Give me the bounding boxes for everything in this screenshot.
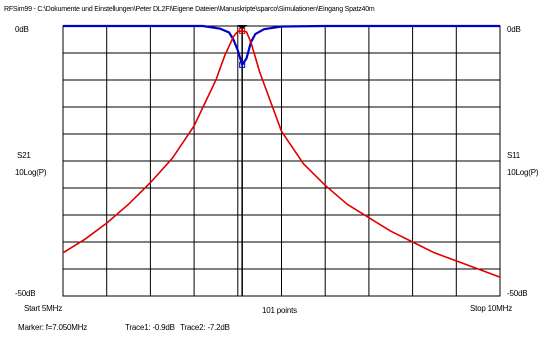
grid (63, 26, 500, 296)
window-title: RFSim99 - C:\Dokumente und Einstellungen… (4, 6, 375, 13)
trace-s21 (62, 30, 501, 278)
right-axis-name: S11 (507, 151, 521, 160)
right-axis-top-label: 0dB (507, 25, 521, 34)
traces (62, 24, 501, 278)
marker-readout: Marker: f=7.050MHz (18, 323, 88, 332)
start-frequency-label: Start 5MHz (24, 304, 63, 313)
left-axis-top-label: 0dB (15, 25, 29, 34)
marker-point-s21 (239, 27, 246, 34)
marker-point-s11 (239, 61, 246, 68)
stop-frequency-label: Stop 10MHz (470, 304, 513, 313)
left-axis-name: S21 (17, 151, 31, 160)
trace1-readout: Trace1: -0.9dB (125, 323, 175, 332)
right-axis-bottom-label: -50dB (507, 289, 528, 298)
left-axis-bottom-label: -50dB (15, 289, 36, 298)
points-label: 101 points (262, 306, 297, 315)
marker-flag (237, 25, 248, 30)
right-axis-unit: 10Log(P) (507, 168, 539, 177)
trace-s11 (63, 24, 500, 67)
marker-group (237, 25, 248, 296)
left-axis-unit: 10Log(P) (15, 168, 47, 177)
trace2-readout: Trace2: -7.2dB (180, 323, 230, 332)
